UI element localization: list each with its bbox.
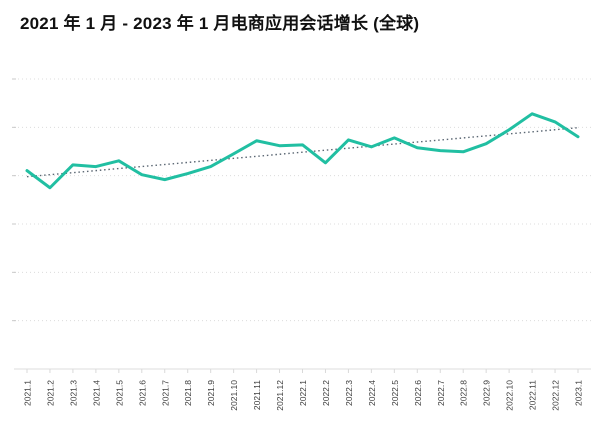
x-axis-label: 2022.7 [436, 380, 446, 406]
x-axis-label: 2021.6 [137, 380, 147, 406]
x-axis-label: 2021.8 [183, 380, 193, 406]
x-axis-label: 2021.1 [23, 380, 33, 406]
x-axis-label: 2022.1 [298, 380, 308, 406]
x-axis-label: 2022.10 [505, 380, 515, 411]
x-axis-label: 2022.4 [367, 380, 377, 406]
x-axis-label: 2022.3 [344, 380, 354, 406]
x-axis-label: 2022.12 [551, 380, 561, 411]
x-axis-label: 2022.9 [482, 380, 492, 406]
x-axis-label: 2023.1 [574, 380, 584, 406]
x-axis-label: 2022.6 [413, 380, 423, 406]
x-axis-label: 2022.11 [528, 380, 538, 410]
x-axis-label: 2021.2 [45, 380, 55, 406]
x-axis-label: 2021.9 [206, 380, 216, 406]
x-axis-label: 2022.5 [390, 380, 400, 406]
x-axis-label: 2021.11 [252, 380, 262, 410]
trend-line [26, 127, 579, 178]
series-line [25, 112, 580, 190]
chart-title: 2021 年 1 月 - 2023 年 1 月电商应用会话增长 (全球) [20, 14, 420, 33]
x-axis-label: 2021.12 [275, 380, 285, 411]
x-axis-label: 2021.7 [160, 380, 170, 406]
x-axis-label: 2021.4 [91, 380, 101, 406]
x-axis-label: 2021.3 [68, 380, 78, 406]
x-axis-label: 2021.5 [114, 380, 124, 406]
x-axis-label: 2022.2 [321, 380, 331, 406]
x-axis-label: 2021.10 [229, 380, 239, 411]
x-axis-label: 2022.8 [459, 380, 469, 406]
